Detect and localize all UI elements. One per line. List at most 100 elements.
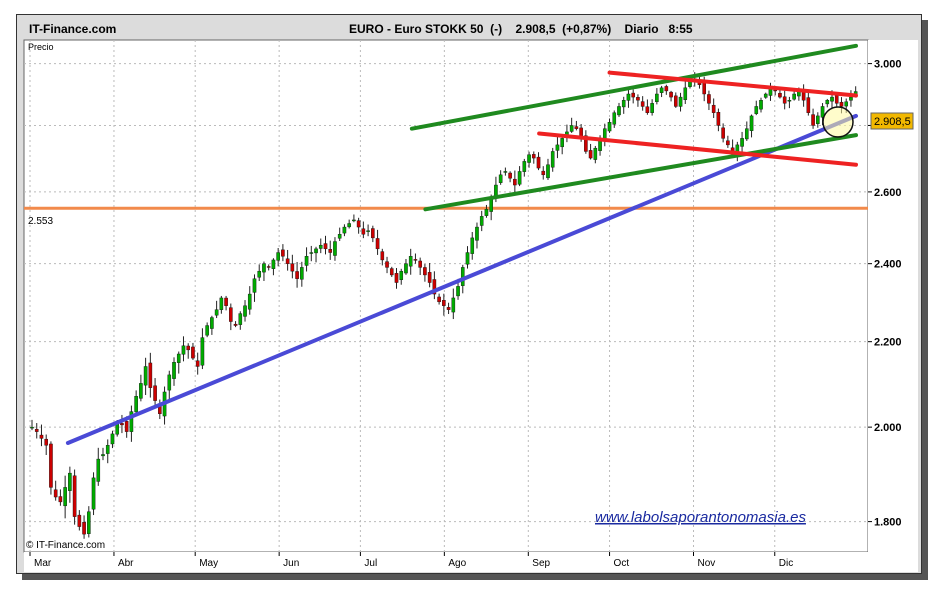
candle-body bbox=[664, 86, 669, 92]
candle-body bbox=[721, 127, 725, 139]
candle-body bbox=[295, 271, 299, 279]
y-tick-label: 2.200 bbox=[874, 337, 902, 349]
candle-body bbox=[820, 106, 825, 118]
candle-body bbox=[711, 104, 716, 113]
title-bar: IT-Finance.com EURO - Euro STOKK 50 (-) … bbox=[17, 15, 921, 45]
support-level-label: 2.553 bbox=[28, 216, 53, 227]
candle-body bbox=[281, 249, 285, 257]
candle-body bbox=[404, 263, 408, 274]
candle-body bbox=[669, 91, 673, 98]
candle-body bbox=[53, 489, 58, 498]
candle-body bbox=[536, 156, 541, 169]
chart-title: EURO - Euro STOKK 50 (-) 2.908,5 (+0,87%… bbox=[349, 22, 693, 36]
candle-body bbox=[754, 106, 759, 114]
candle-body bbox=[844, 101, 849, 107]
candle-body bbox=[555, 144, 560, 151]
candle-body bbox=[181, 345, 186, 355]
candle-body bbox=[243, 305, 247, 317]
candle-body bbox=[186, 345, 191, 351]
candle-body bbox=[626, 93, 631, 101]
candle-body bbox=[290, 263, 295, 272]
candle-body bbox=[816, 115, 820, 124]
candle-body bbox=[432, 279, 437, 295]
candle-body bbox=[176, 353, 181, 363]
candle-body bbox=[285, 258, 290, 264]
candle-body bbox=[413, 259, 418, 261]
candle-body bbox=[631, 92, 635, 98]
candle-body bbox=[607, 122, 612, 132]
candle-body bbox=[352, 219, 356, 222]
candle-body bbox=[574, 126, 579, 129]
candle-body bbox=[612, 112, 617, 125]
candle-body bbox=[96, 458, 101, 482]
candle-body bbox=[811, 114, 815, 126]
candle-body bbox=[451, 297, 456, 313]
candle-body bbox=[745, 128, 749, 140]
candle-body bbox=[224, 297, 228, 306]
candle-body bbox=[546, 164, 550, 179]
y-tick-label: 2.600 bbox=[874, 187, 902, 199]
candle-body bbox=[617, 106, 621, 116]
candle-body bbox=[849, 96, 853, 101]
copyright-label: © IT-Finance.com bbox=[26, 540, 105, 551]
y-tick-label: 3.000 bbox=[874, 59, 902, 71]
candle-body bbox=[300, 267, 304, 280]
candle-body bbox=[759, 99, 763, 110]
candle-body bbox=[683, 87, 688, 100]
candle-body bbox=[34, 429, 39, 432]
candle-body bbox=[214, 309, 219, 316]
candle-body bbox=[195, 360, 200, 367]
candle-body bbox=[143, 366, 148, 386]
trendline bbox=[423, 133, 858, 212]
candle-body bbox=[688, 81, 692, 87]
candle-body bbox=[375, 238, 380, 250]
candle-body bbox=[304, 256, 309, 266]
brand-label: IT-Finance.com bbox=[29, 22, 117, 36]
x-tick-label: Dic bbox=[779, 558, 793, 569]
candle-body bbox=[560, 138, 564, 148]
candle-body bbox=[63, 487, 67, 507]
candle-body bbox=[309, 252, 314, 254]
candle-body bbox=[655, 93, 659, 102]
candle-body bbox=[219, 297, 224, 310]
candle-body bbox=[484, 209, 489, 216]
candle-body bbox=[342, 226, 347, 234]
candle-body bbox=[465, 252, 470, 265]
candle-body bbox=[252, 278, 257, 293]
candle-body bbox=[139, 383, 143, 399]
trendline bbox=[409, 43, 858, 131]
watermark-link[interactable]: www.labolsaporantonomasia.es bbox=[595, 509, 806, 526]
candle-body bbox=[456, 286, 460, 297]
last-price-label: 2.908,5 bbox=[874, 116, 911, 128]
candle-body bbox=[101, 454, 105, 457]
candle-body bbox=[621, 99, 626, 108]
candle-body bbox=[148, 362, 153, 388]
candle-body bbox=[87, 511, 91, 534]
highlight-circle bbox=[822, 106, 854, 138]
candle-body bbox=[787, 99, 792, 102]
candle-body bbox=[498, 174, 503, 183]
candle-body bbox=[314, 248, 318, 254]
candle-body bbox=[418, 260, 422, 268]
candle-body bbox=[569, 125, 574, 132]
candle-body bbox=[522, 161, 527, 172]
candle-body bbox=[366, 230, 370, 232]
plot-area bbox=[23, 39, 869, 553]
candles bbox=[30, 72, 858, 539]
candle-body bbox=[470, 237, 475, 254]
candle-body bbox=[380, 251, 385, 261]
candle-body bbox=[271, 259, 276, 269]
candle-body bbox=[205, 325, 209, 336]
x-axis: Mar Abr May Jun Jul Ago Sep Oct Nov Dic bbox=[29, 552, 793, 569]
y-tick-label: 1.800 bbox=[874, 517, 902, 529]
candle-body bbox=[584, 135, 588, 152]
panel-label: Precio bbox=[28, 42, 54, 52]
candle-body bbox=[825, 99, 830, 105]
candle-body bbox=[120, 423, 124, 426]
trendline bbox=[607, 70, 858, 98]
candle-body bbox=[347, 223, 351, 228]
candle-body bbox=[830, 96, 834, 102]
candle-body bbox=[437, 296, 441, 303]
candle-body bbox=[371, 228, 375, 239]
